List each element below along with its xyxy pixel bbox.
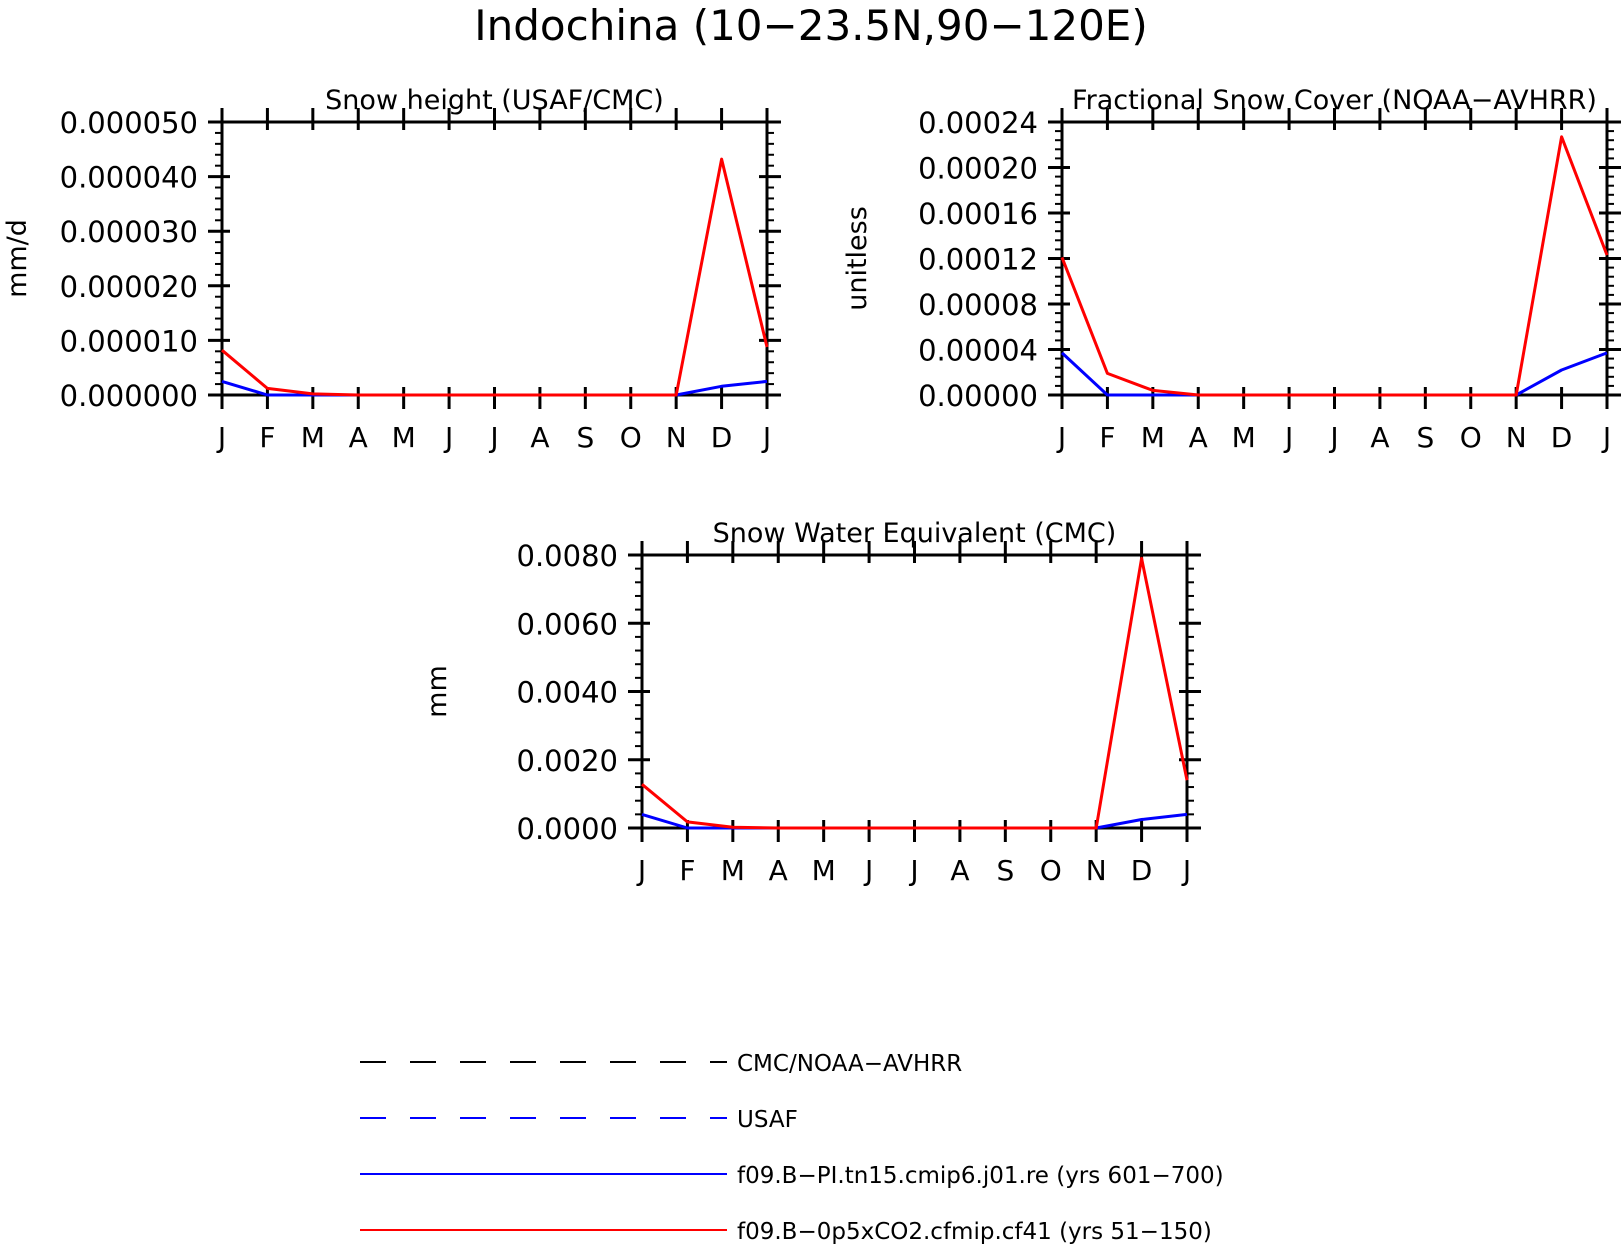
x-tick-label: S: [996, 854, 1014, 887]
y-tick-label: 0.00012: [918, 243, 1038, 277]
x-tick-label: D: [1551, 421, 1573, 454]
x-tick-label: N: [1506, 421, 1527, 454]
x-tick-label: A: [349, 421, 368, 454]
x-tick-label: A: [1370, 421, 1389, 454]
legend: CMC/NOAA−AVHRR USAF f09.B−PI.tn15.cmip6.j0…: [360, 1051, 1224, 1245]
y-axis-label: unitless: [842, 206, 873, 311]
chart-panel-1: Snow height (USAF/CMC)mm/d0.0000000.0000…: [2, 85, 781, 454]
y-axis-label: mm: [422, 665, 453, 718]
legend-label: f09.B−PI.tn15.cmip6.j01.re (yrs 601−700): [737, 1163, 1224, 1189]
y-tick-label: 0.0080: [517, 539, 618, 573]
y-tick-label: 0.000010: [60, 324, 198, 358]
x-tick-label: F: [1099, 421, 1115, 454]
x-tick-label: J: [761, 421, 771, 454]
x-tick-label: O: [1460, 421, 1482, 454]
x-tick-label: M: [301, 421, 325, 454]
x-tick-label: M: [812, 854, 836, 887]
y-tick-label: 0.00004: [918, 334, 1038, 368]
legend-label: USAF: [737, 1107, 798, 1133]
x-tick-label: S: [576, 421, 594, 454]
y-tick-label: 0.0040: [517, 676, 618, 710]
x-tick-label: J: [1181, 854, 1191, 887]
y-tick-label: 0.00000: [918, 379, 1038, 413]
legend-item: CMC/NOAA−AVHRR: [360, 1051, 962, 1077]
x-tick-label: S: [1416, 421, 1434, 454]
y-tick-label: 0.00020: [918, 152, 1038, 186]
y-tick-label: 0.00024: [918, 106, 1038, 140]
x-tick-label: J: [1056, 421, 1066, 454]
x-tick-label: D: [711, 421, 733, 454]
x-tick-label: J: [1601, 421, 1611, 454]
figure-title: Indochina (10−23.5N,90−120E): [474, 1, 1147, 50]
legend-item: USAF: [360, 1107, 798, 1133]
legend-item: f09.B−0p5xCO2.cfmip.cf41 (yrs 51−150): [360, 1219, 1212, 1245]
chart-panels: Snow height (USAF/CMC)mm/d0.0000000.0000…: [2, 85, 1621, 887]
y-tick-label: 0.000040: [60, 161, 198, 195]
x-tick-label: M: [1141, 421, 1165, 454]
x-tick-label: F: [679, 854, 695, 887]
legend-item: f09.B−PI.tn15.cmip6.j01.re (yrs 601−700): [360, 1163, 1224, 1189]
x-tick-label: M: [392, 421, 416, 454]
plot-frame: [1060, 120, 1609, 397]
chart-panel-3: Snow Water Equivalent (CMC)mm0.00000.002…: [422, 518, 1201, 887]
y-axis-label: mm/d: [2, 219, 33, 298]
x-tick-label: A: [1189, 421, 1208, 454]
y-tick-label: 0.000030: [60, 215, 198, 249]
x-tick-label: A: [769, 854, 788, 887]
x-tick-label: A: [530, 421, 549, 454]
model-co2-line: [1060, 135, 1609, 397]
x-tick-label: J: [1328, 421, 1338, 454]
y-tick-label: 0.000020: [60, 270, 198, 304]
x-tick-label: J: [488, 421, 498, 454]
plot-frame: [640, 553, 1189, 830]
x-tick-label: N: [666, 421, 687, 454]
x-tick-label: D: [1131, 854, 1153, 887]
x-tick-label: N: [1086, 854, 1107, 887]
x-tick-label: J: [1283, 421, 1293, 454]
y-tick-label: 0.0020: [517, 744, 618, 778]
y-tick-label: 0.000050: [60, 106, 198, 140]
x-tick-label: J: [636, 854, 646, 887]
y-tick-label: 0.00008: [918, 288, 1038, 322]
legend-label: CMC/NOAA−AVHRR: [737, 1051, 962, 1077]
legend-label: f09.B−0p5xCO2.cfmip.cf41 (yrs 51−150): [737, 1219, 1212, 1245]
x-tick-label: J: [443, 421, 453, 454]
x-tick-label: J: [863, 854, 873, 887]
x-tick-label: F: [259, 421, 275, 454]
x-tick-label: J: [216, 421, 226, 454]
x-tick-label: O: [1040, 854, 1062, 887]
y-tick-label: 0.0000: [517, 812, 618, 846]
model-co2-line: [221, 157, 769, 397]
x-tick-label: M: [721, 854, 745, 887]
x-tick-label: O: [620, 421, 642, 454]
model-co2-line: [641, 556, 1189, 830]
chart-panel-2: Fractional Snow Cover (NOAA−AVHRR)unitle…: [842, 85, 1621, 454]
x-tick-label: A: [950, 854, 969, 887]
y-tick-label: 0.00016: [918, 197, 1038, 231]
x-tick-label: J: [908, 854, 918, 887]
y-tick-label: 0.0060: [517, 607, 618, 641]
y-tick-label: 0.000000: [60, 379, 198, 413]
x-tick-label: M: [1232, 421, 1256, 454]
